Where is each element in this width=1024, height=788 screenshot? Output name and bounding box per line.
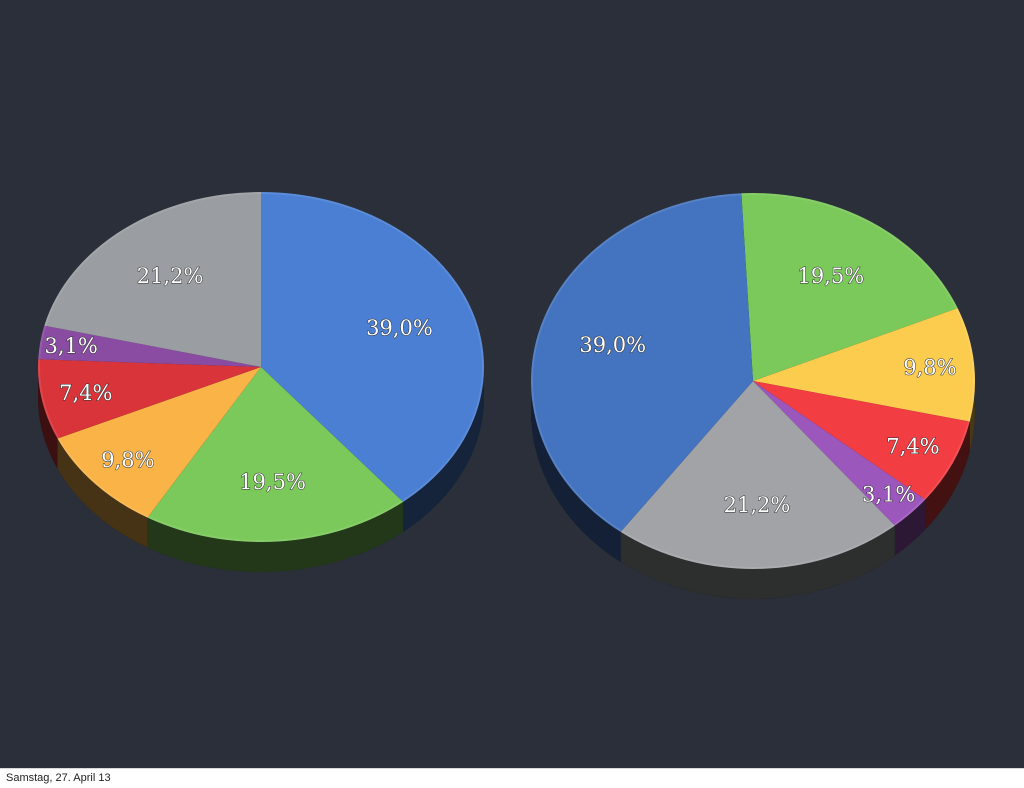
pie-slice: [38, 359, 261, 439]
footer-date: Samstag, 27. April 13: [6, 772, 111, 784]
pie-slice: [753, 308, 976, 422]
pie-wall-segment: [57, 438, 148, 548]
footer-bar: Samstag, 27. April 13: [0, 768, 1024, 788]
slice-label: 19,5%: [239, 470, 306, 494]
pie-wall-segment: [925, 421, 970, 530]
slice-label: 39,0%: [579, 333, 646, 357]
pie-slice: [531, 193, 753, 532]
pie-rim-highlight: [531, 193, 975, 569]
pie-wall-segment: [620, 525, 895, 599]
pie-wall-segment: [37, 359, 58, 469]
pie-chart-1: 39,0% 19,5% 9,8% 7,4% 3,1% 21,2%: [37, 192, 484, 573]
pie-slice: [753, 381, 970, 500]
pie-slice: [261, 192, 484, 502]
slice-label: 21,2%: [724, 493, 791, 517]
pie-slice: [57, 367, 262, 518]
slice-label: 39,0%: [366, 316, 433, 340]
pie-slice: [620, 381, 895, 569]
pie-slice: [147, 367, 404, 542]
pie-slice: [741, 192, 958, 381]
slice-label: 9,8%: [903, 355, 956, 379]
pie-chart-2: 19,5% 9,8% 7,4% 3,1% 21,2% 39,0%: [531, 192, 976, 599]
slice-label: 19,5%: [798, 264, 865, 288]
slice-label: 21,2%: [137, 264, 204, 288]
pie-charts: 39,0% 19,5% 9,8% 7,4% 3,1% 21,2% 19,5% 9,8% 7,4%…: [37, 192, 976, 599]
slide-canvas: 39,0% 19,5% 9,8% 7,4% 3,1% 21,2% 19,5% 9,8% 7,4%…: [37, 192, 976, 599]
slice-label: 7,4%: [59, 381, 112, 405]
pie-slice: [44, 192, 261, 367]
slice-label: 3,1%: [862, 483, 915, 507]
slice-label: 9,8%: [101, 448, 154, 472]
pie-wall-segment: [894, 499, 926, 556]
pie-wall-segment: [147, 501, 404, 573]
slice-label: 7,4%: [886, 434, 939, 458]
pie-slice: [753, 381, 926, 526]
pie-rim-highlight: [38, 192, 484, 542]
pie-slice: [38, 325, 262, 367]
slice-label: 3,1%: [44, 334, 97, 358]
